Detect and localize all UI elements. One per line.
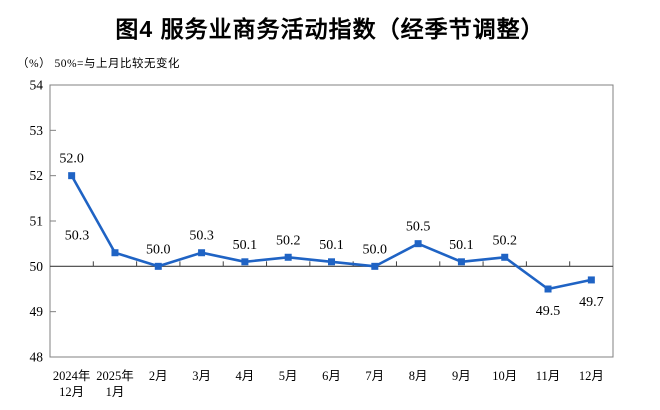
data-label: 50.3 (189, 229, 214, 244)
x-axis-label: 10月 (492, 369, 517, 383)
x-axis-label: 5月 (279, 369, 298, 383)
data-label: 49.7 (579, 295, 604, 310)
data-label: 50.1 (319, 238, 344, 253)
data-label: 50.2 (492, 233, 517, 248)
data-point-marker (198, 249, 206, 257)
data-point-marker (68, 172, 76, 180)
data-point-marker (414, 240, 422, 248)
data-label: 50.0 (363, 242, 388, 257)
x-axis-label: 8月 (409, 369, 428, 383)
x-axis-label: 7月 (365, 369, 384, 383)
y-axis-label: 51 (30, 214, 44, 229)
data-label: 50.1 (233, 238, 258, 253)
data-point-marker (544, 285, 552, 293)
x-axis-label: 2024年 12月 (53, 369, 91, 399)
data-label: 49.5 (536, 304, 561, 319)
y-axis-label: 54 (30, 78, 44, 93)
y-axis-label: 48 (30, 350, 44, 365)
data-label: 50.0 (146, 242, 171, 257)
data-label: 52.0 (59, 152, 84, 167)
data-point-marker (587, 276, 595, 284)
data-point-marker (371, 262, 379, 270)
y-axis-label: 52 (30, 168, 44, 183)
x-axis-label: 2月 (149, 369, 168, 383)
chart-title: 图4 服务业商务活动指数（经季节调整） (115, 16, 545, 42)
data-point-marker (154, 262, 162, 270)
y-axis-label: 53 (30, 123, 44, 138)
x-axis-label: 2025年 1月 (96, 369, 134, 399)
x-axis-label: 4月 (236, 369, 255, 383)
data-point-marker (328, 258, 335, 266)
plot-border (49, 84, 614, 358)
data-label: 50.1 (449, 238, 474, 253)
data-point-marker (457, 258, 465, 266)
unit-note: （%） 50%=与上月比较无变化 (17, 58, 181, 70)
data-label: 50.3 (65, 229, 90, 244)
data-point-marker (111, 249, 119, 257)
x-axis-label: 3月 (192, 369, 211, 383)
data-point-marker (284, 253, 292, 261)
data-label: 50.2 (276, 233, 301, 248)
y-axis-label: 50 (30, 259, 44, 274)
y-axis-label: 49 (30, 304, 44, 319)
x-axis-label: 6月 (322, 369, 341, 383)
x-axis-label: 9月 (452, 369, 471, 383)
data-label: 50.5 (406, 220, 431, 235)
x-axis-label: 11月 (536, 369, 561, 383)
data-point-marker (241, 258, 249, 266)
x-axis-label: 12月 (579, 369, 604, 383)
data-point-marker (501, 253, 509, 261)
